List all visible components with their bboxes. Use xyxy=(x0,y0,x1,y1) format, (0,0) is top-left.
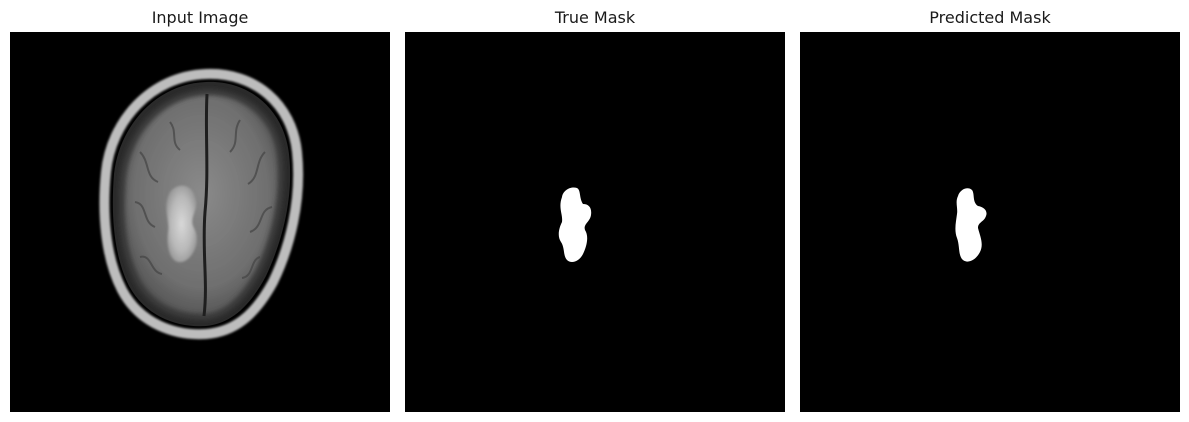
mri-input-image xyxy=(10,32,390,412)
panel-title-predicted-mask: Predicted Mask xyxy=(929,8,1051,27)
panel-title-input-image: Input Image xyxy=(151,8,249,27)
predicted-mask-image xyxy=(800,32,1180,412)
panel-input-image: Input Image xyxy=(10,0,390,412)
mri-brain-scan xyxy=(10,32,390,412)
predicted-mask-segmentation xyxy=(800,32,1180,412)
panel-title-true-mask: True Mask xyxy=(554,8,636,27)
true-mask-image xyxy=(405,32,785,412)
panel-predicted-mask: Predicted Mask xyxy=(800,0,1180,412)
true-mask-segmentation xyxy=(405,32,785,412)
panel-true-mask: True Mask xyxy=(405,0,785,412)
